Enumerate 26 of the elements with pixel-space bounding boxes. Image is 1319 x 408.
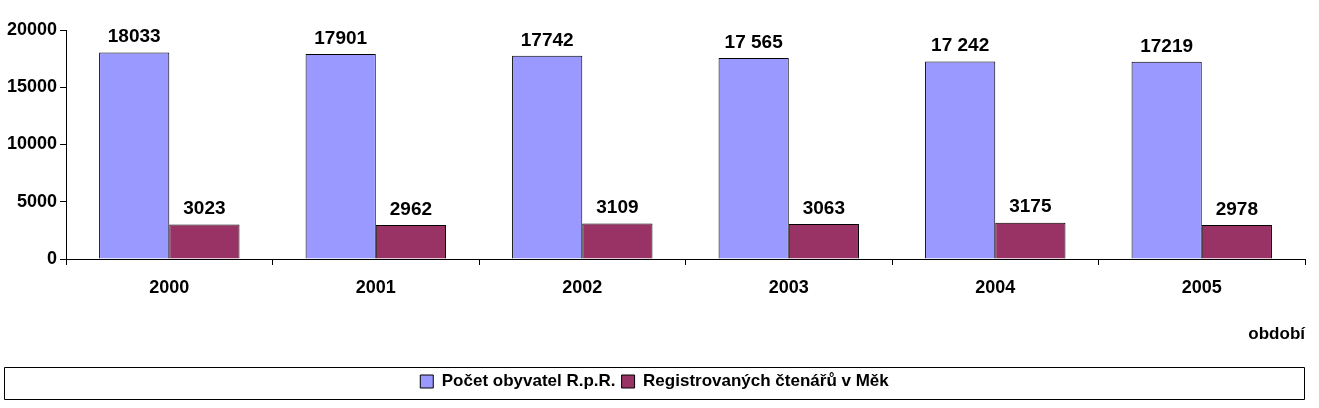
x-tick-label: 2005	[1181, 276, 1222, 297]
data-label: 18033	[107, 25, 161, 47]
data-label: 17742	[520, 28, 574, 50]
data-label: 3109	[596, 196, 639, 218]
data-label: 17 565	[724, 30, 784, 52]
data-label: 3063	[802, 196, 846, 218]
data-label: 3023	[183, 197, 226, 219]
data-label: 3175	[1009, 195, 1052, 217]
legend-label: Počet obyvatel R.p.R.	[441, 371, 616, 391]
y-tick-label: 10000	[6, 133, 58, 154]
data-label: 17219	[1140, 34, 1194, 56]
x-tick-label: 2002	[562, 276, 603, 297]
x-tick-label: 2000	[149, 276, 190, 297]
y-tick-label: 0	[47, 247, 58, 268]
data-label: 17901	[314, 26, 368, 48]
x-tick-label: 2004	[975, 276, 1016, 297]
legend-label: Registrovaných čtenářů v Měk	[643, 371, 890, 391]
y-tick-label: 5000	[17, 190, 58, 211]
y-tick-label: 20000	[6, 18, 58, 39]
x-tick-label: 2001	[355, 276, 396, 297]
data-label: 17 242	[931, 34, 990, 56]
x-tick-label: 2003	[768, 276, 809, 297]
x-axis-title: období	[1248, 324, 1307, 344]
data-label: 2962	[389, 197, 433, 219]
data-label: 2978	[1215, 197, 1258, 219]
y-tick-label: 15000	[6, 76, 58, 97]
